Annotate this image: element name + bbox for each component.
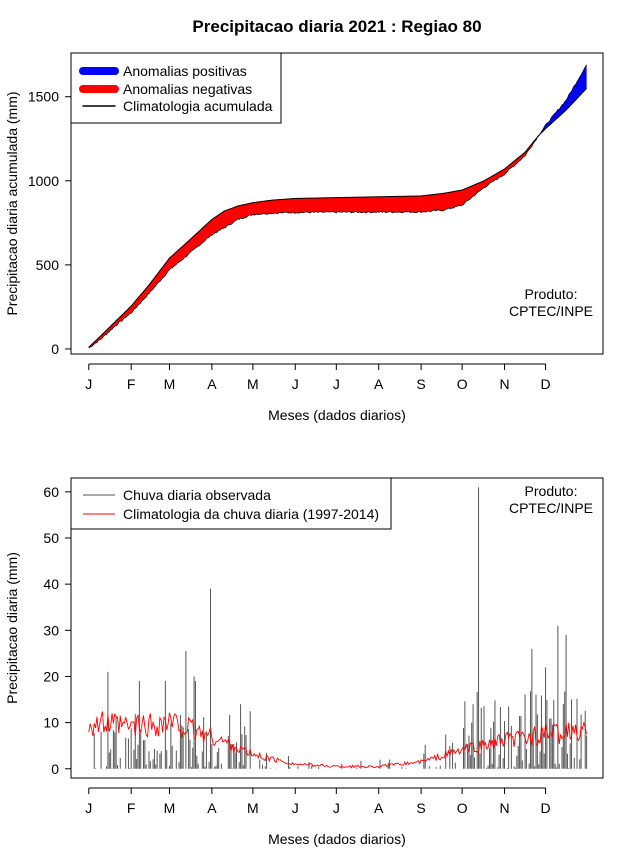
x-tick-label: M [164, 800, 176, 816]
legend: Chuva diaria observada Climatologia da ch… [70, 477, 392, 530]
product-label: Produto: [525, 483, 578, 499]
cumulative-panel: 0 500 1000 1500 J F M A M J J A S O N D Meses (dados dia… [4, 52, 604, 423]
x-tick-label: D [540, 376, 550, 392]
x-tick-label: A [207, 376, 217, 392]
y-tick-label: 30 [43, 622, 59, 638]
y-tick-label: 0 [51, 341, 59, 357]
legend: Anomalias positivas Anomalias negativasCl… [70, 52, 282, 124]
x-tick-label: O [457, 800, 468, 816]
daily-panel: 0 10 20 30 40 50 60 J F M A M J J A S O N D Meses (dados di… [4, 477, 604, 847]
y-tick-label: 40 [43, 576, 59, 592]
product-label: Produto: [525, 286, 578, 302]
positive-anomaly-area [540, 64, 587, 135]
y-tick-label: 20 [43, 668, 59, 684]
x-axis-label: Meses (dados diarios) [268, 407, 406, 423]
x-tick-label: A [374, 376, 384, 392]
y-tick-label: 60 [43, 484, 59, 500]
legend-label: Anomalias positivas [123, 63, 247, 79]
legend-label: Climatologia acumulada [123, 98, 273, 114]
x-tick-label: J [292, 376, 299, 392]
chart-title: Precipitacao diaria 2021 : Regiao 80 [192, 17, 481, 36]
plot-frame [70, 52, 604, 355]
y-tick-label: 500 [36, 257, 60, 273]
x-tick-label: J [85, 376, 92, 392]
y-tick-label: 1500 [28, 89, 59, 105]
x-tick-label: J [85, 800, 92, 816]
y-tick-label: 0 [51, 761, 59, 777]
legend-box [70, 477, 392, 530]
x-tick-label: A [374, 800, 384, 816]
y-tick-label: 50 [43, 530, 59, 546]
legend-label: Anomalias negativas [123, 81, 252, 97]
x-tick-label: F [127, 800, 136, 816]
x-tick-label: S [416, 376, 425, 392]
y-axis-label: Precipitacao diaria acumulada (mm) [4, 91, 20, 315]
product-label: CPTEC/INPE [509, 500, 593, 516]
x-tick-label: J [292, 800, 299, 816]
x-tick-label: J [333, 376, 340, 392]
product-label: CPTEC/INPE [509, 303, 593, 319]
climatology-line [88, 87, 587, 348]
x-tick-label: N [499, 376, 509, 392]
x-tick-label: M [164, 376, 176, 392]
x-tick-label: N [499, 800, 509, 816]
legend-label: Climatologia da chuva diaria (1997-2014) [123, 506, 379, 522]
legend-label: Chuva diaria observada [123, 487, 271, 503]
x-tick-label: J [333, 800, 340, 816]
x-tick-label: D [540, 800, 550, 816]
x-tick-label: M [247, 800, 259, 816]
x-tick-label: F [127, 376, 136, 392]
observed-cumulative-line [88, 64, 587, 349]
x-tick-label: M [247, 376, 259, 392]
climatology-daily-line [88, 711, 588, 769]
x-tick-label: O [457, 376, 468, 392]
y-tick-label: 1000 [28, 173, 59, 189]
x-tick-label: S [416, 800, 425, 816]
y-axis-label: Precipitacao diaria (mm) [4, 552, 20, 704]
negative-anomaly-area [88, 134, 541, 349]
y-tick-label: 10 [43, 715, 59, 731]
x-tick-label: A [207, 800, 217, 816]
x-axis-label: Meses (dados diarios) [268, 831, 406, 847]
